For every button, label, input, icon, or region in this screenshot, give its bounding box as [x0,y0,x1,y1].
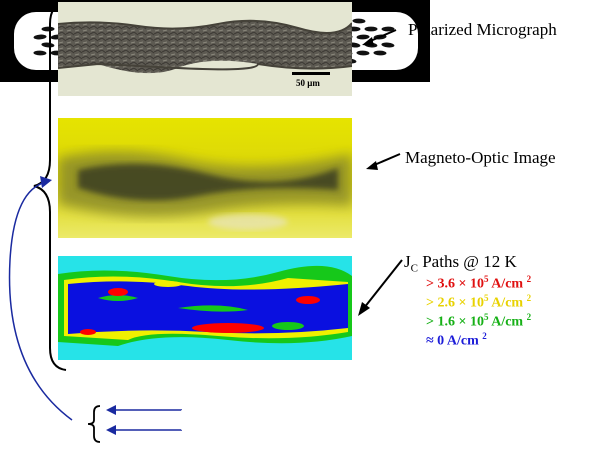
legend-item-mid: > 2.6 × 105 A/cm 2 [426,293,532,311]
arrow-jc-paths [358,259,403,316]
connector-curve [8,176,73,421]
filament [373,50,387,56]
filament [356,50,370,56]
row-pointer-arrows [106,405,183,435]
magneto-optic-image [58,118,352,238]
jc-paths-map [58,256,352,360]
filament [381,42,395,48]
label-jc-paths: JC Paths @ 12 K [404,252,517,274]
polarized-micrograph-image: 50 μm [58,2,352,96]
filament [364,26,378,32]
label-polarized-micrograph: Polarized Micrograph [408,20,557,39]
filament [41,26,55,32]
scale-bar-label: 50 μm [296,78,320,88]
jc-subscript: C [410,262,418,275]
label-magneto-optic-text: Magneto-Optic Image [405,148,556,167]
left-brace [33,1,67,371]
jc-paths-suffix: Paths @ 12 K [417,252,517,271]
filament [33,34,47,40]
filament [356,34,370,40]
legend-item-high: > 3.6 × 105 A/cm 2 [426,274,532,292]
arrow-magneto-optic [366,153,401,170]
filament [352,18,366,24]
filament [381,26,395,32]
filament [41,42,55,48]
arrow-polarized [362,29,397,46]
legend-item-zero: ≈ 0 A/cm 2 [426,331,487,349]
filament [33,50,47,56]
label-magneto-optic-image: Magneto-Optic Image [405,148,556,168]
legend-item-low: > 1.6 × 105 A/cm 2 [426,312,532,330]
scale-bar [292,72,330,75]
jc-legend: > 3.6 × 105 A/cm 2 > 2.6 × 105 A/cm 2 > … [426,274,604,350]
small-brace [87,405,101,443]
jc-symbol: J [404,252,411,271]
